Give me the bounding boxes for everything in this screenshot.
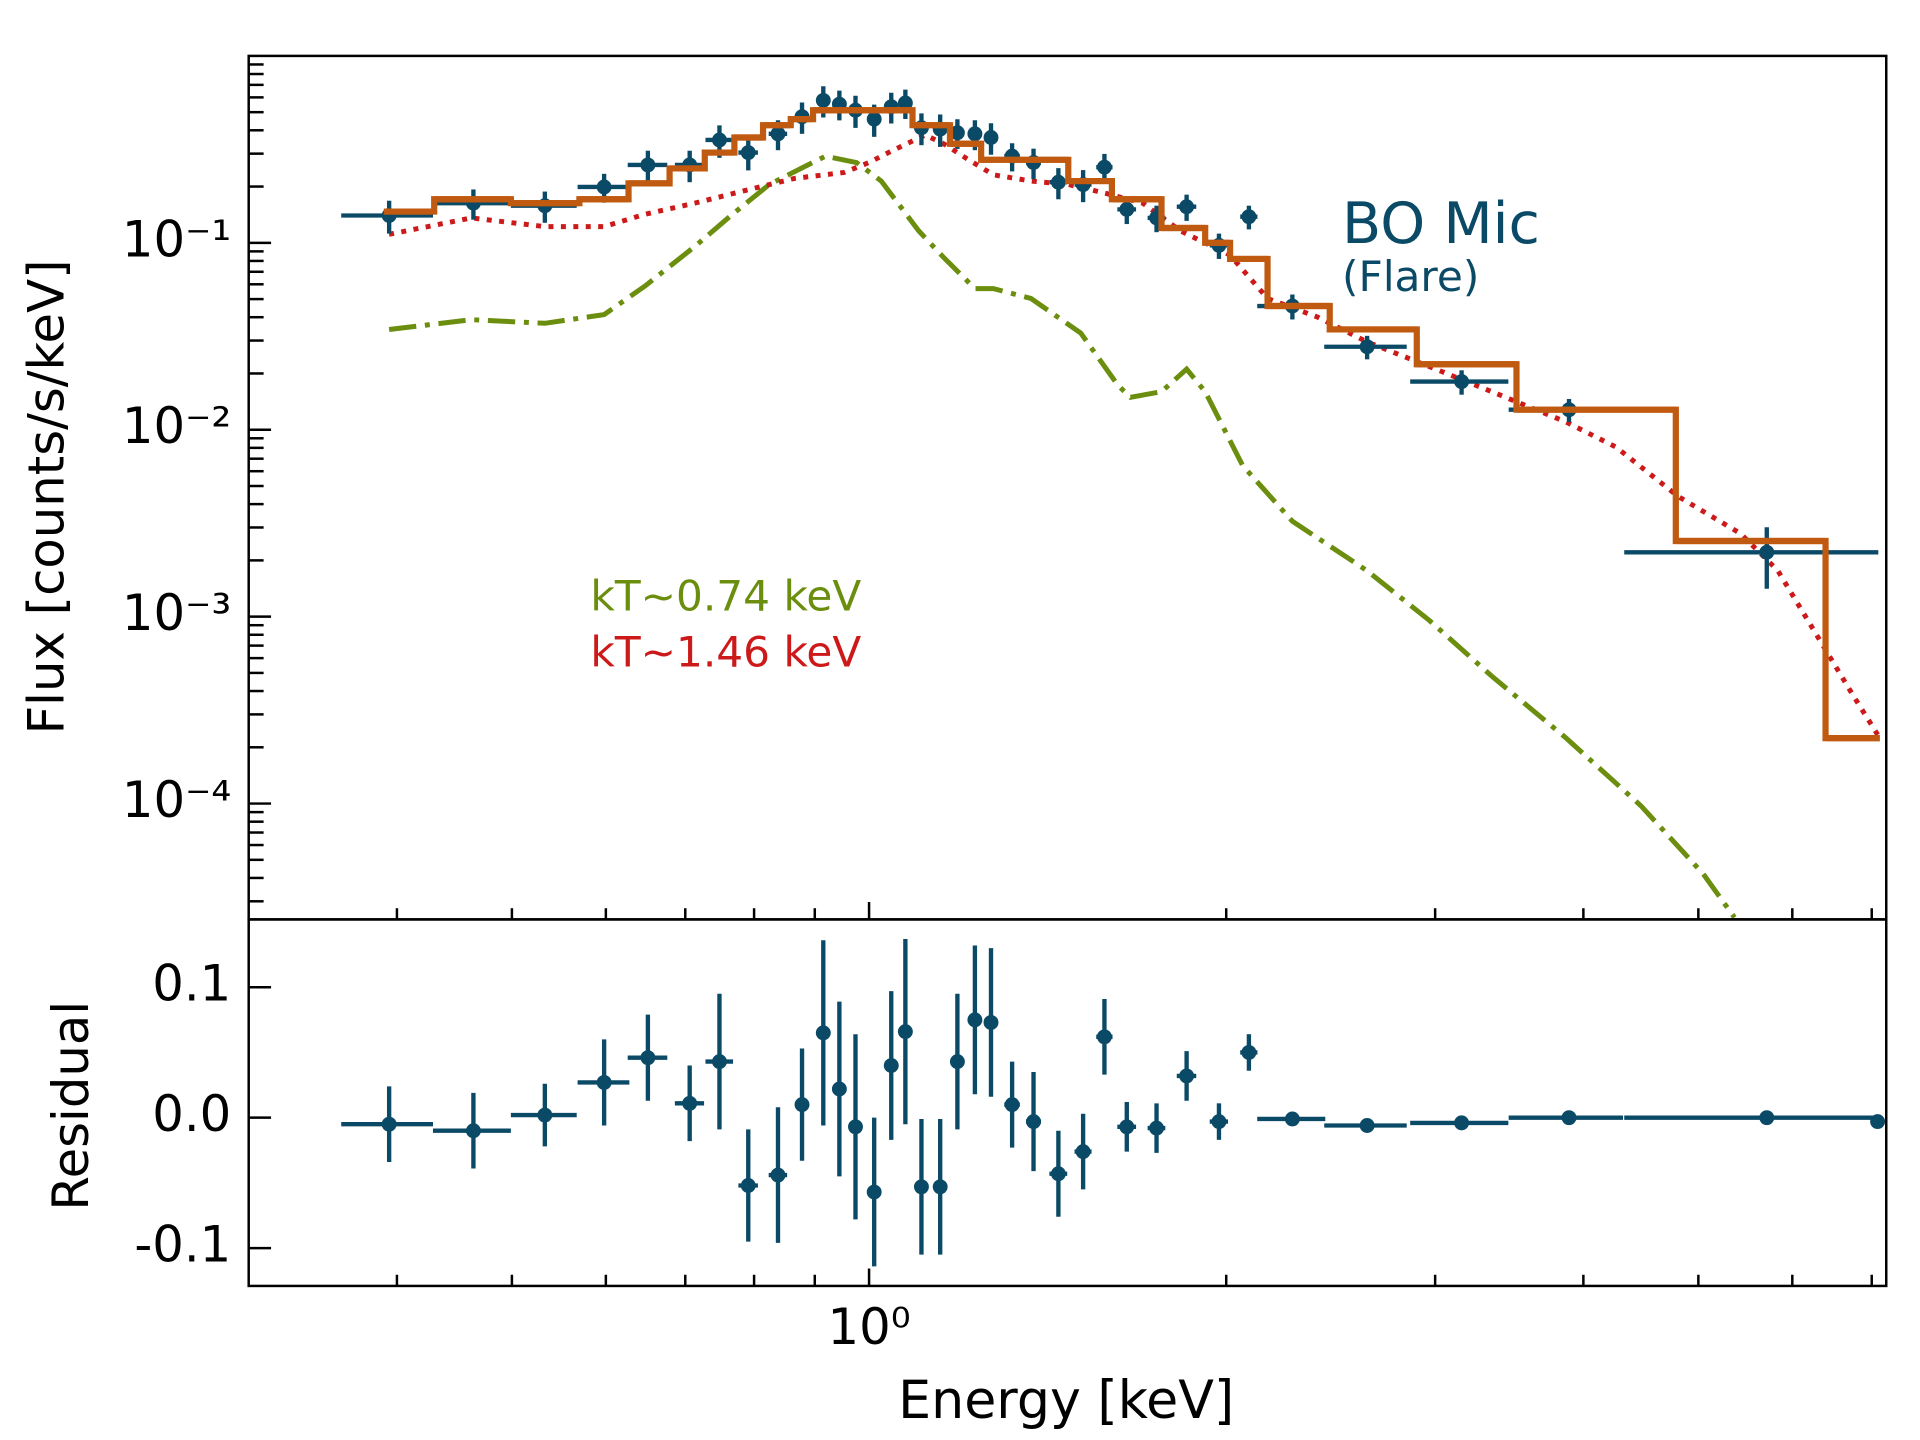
data-point — [465, 1123, 481, 1139]
data-point — [596, 1075, 612, 1090]
data-point — [949, 125, 965, 141]
data-point — [983, 130, 999, 145]
x-axis-label: Energy [keV] — [898, 1371, 1234, 1431]
data-point — [1870, 1114, 1886, 1130]
data-point — [1241, 1045, 1257, 1060]
y-tick-label: 10⁻³ — [122, 584, 231, 642]
data-point — [815, 1025, 831, 1041]
data-point — [1454, 374, 1470, 390]
data-point — [848, 1119, 863, 1135]
data-point — [1004, 1097, 1020, 1113]
data-point — [913, 1179, 929, 1195]
data-point — [897, 1024, 913, 1040]
x-tick-label: 10⁰ — [827, 1298, 910, 1356]
data-point — [983, 1015, 999, 1030]
data-point — [712, 1054, 727, 1070]
data-point — [596, 179, 612, 195]
flux-frame — [247, 54, 1888, 921]
data-point — [1179, 199, 1195, 215]
data-point — [740, 145, 756, 161]
y-tick-label: 0.0 — [152, 1085, 231, 1143]
data-point — [1561, 1110, 1577, 1126]
data-point — [794, 1097, 810, 1113]
data-point — [1359, 339, 1375, 355]
data-point — [883, 1058, 899, 1073]
y-axis-label: Residual — [42, 1001, 100, 1211]
annotation: (Flare) — [1342, 252, 1479, 301]
data-point — [866, 1184, 882, 1200]
data-point — [1096, 159, 1112, 175]
data-point — [866, 111, 882, 127]
data-point — [967, 1012, 983, 1028]
data-point — [1454, 1115, 1470, 1131]
data-point — [682, 1095, 698, 1111]
flux-plot — [341, 86, 1882, 919]
data-point — [770, 1167, 786, 1183]
data-point — [1119, 1119, 1135, 1135]
model-component — [388, 132, 1882, 740]
data-point — [1179, 1068, 1195, 1084]
data-point — [1241, 209, 1257, 225]
data-point — [831, 1081, 847, 1097]
annotation: kT~0.74 keV — [590, 571, 861, 620]
data-point — [770, 126, 786, 142]
data-point — [1284, 1111, 1300, 1127]
model-component — [388, 153, 1737, 919]
data-point — [1759, 544, 1775, 560]
y-tick-label: -0.1 — [134, 1216, 231, 1274]
residual-plot — [341, 938, 1886, 1267]
data-point — [1026, 1114, 1041, 1130]
data-point — [1149, 1120, 1164, 1136]
residual-frame — [247, 918, 1888, 1288]
data-point — [1050, 1166, 1066, 1182]
data-point — [1359, 1118, 1375, 1133]
data-point — [537, 1107, 553, 1123]
data-point — [1119, 201, 1135, 217]
axes: 10⁻⁴ 10⁻³ 10⁻² 10⁻¹ -0.1 0.0 0.1 10⁰ — [122, 63, 1873, 1356]
data-point — [1050, 174, 1066, 190]
data-point — [740, 1178, 756, 1193]
y-tick-label: 10⁻¹ — [122, 210, 231, 268]
annotation: kT~1.46 keV — [590, 627, 861, 676]
data-point — [640, 157, 656, 173]
data-point — [712, 132, 727, 148]
data-point — [1211, 1114, 1227, 1130]
y-axis-label: Flux [counts/s/keV] — [17, 260, 75, 735]
data-point — [815, 92, 831, 108]
data-point — [949, 1054, 965, 1070]
y-tick-label: 10⁻² — [122, 397, 231, 455]
data-point — [640, 1050, 656, 1066]
data-point — [967, 126, 983, 142]
data-point — [897, 95, 913, 111]
data-point — [1759, 1110, 1775, 1126]
data-point — [1075, 1144, 1091, 1160]
annotation: BO Mic — [1342, 191, 1540, 257]
data-point — [932, 1179, 948, 1195]
data-point — [381, 1116, 397, 1132]
y-tick-label: 0.1 — [152, 955, 231, 1013]
y-tick-label: 10⁻⁴ — [122, 771, 231, 829]
data-point — [1096, 1029, 1112, 1045]
